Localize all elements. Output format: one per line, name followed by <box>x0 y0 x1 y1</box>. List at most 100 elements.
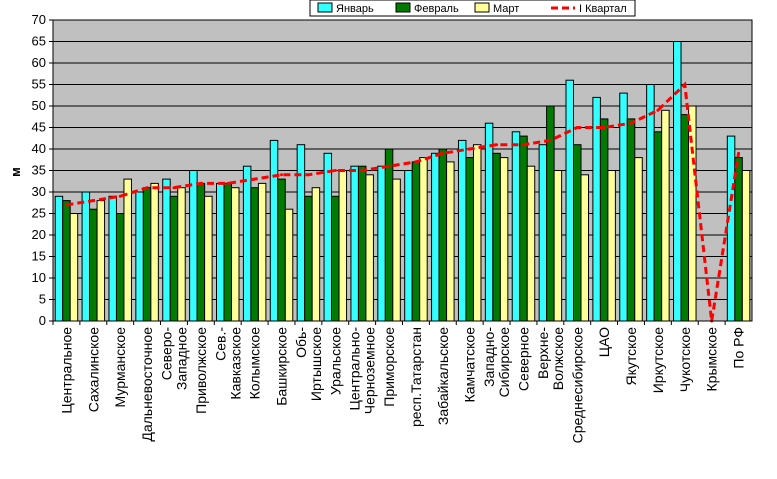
x-category-label: Забайкальское <box>435 327 451 425</box>
bar <box>419 157 428 322</box>
bar <box>511 131 521 322</box>
y-tick-labels: 0 5 10 15 20 25 30 35 40 45 50 55 60 65 70 <box>32 12 53 328</box>
bar <box>89 208 98 322</box>
bar <box>357 165 367 322</box>
bar <box>438 148 448 322</box>
bar <box>519 135 528 322</box>
x-category-label: Колымское <box>247 327 263 400</box>
y-tick-label: 55 <box>32 77 46 92</box>
bar <box>619 92 628 322</box>
x-category-label: Чукотское <box>677 327 693 392</box>
legend-label: Март <box>493 3 519 15</box>
bar <box>377 165 386 322</box>
line-point <box>521 143 525 147</box>
y-tick-label: 5 <box>39 292 46 307</box>
line-series <box>66 81 741 322</box>
bar <box>484 122 494 322</box>
line-point <box>602 126 606 129</box>
y-tick-label: 25 <box>32 206 46 221</box>
x-category-label: Сибирское <box>496 327 512 398</box>
bar <box>384 148 394 322</box>
y-tick-label: 45 <box>32 120 46 135</box>
legend-label: Февраль <box>414 3 459 15</box>
line-point <box>253 177 257 181</box>
x-category-label: По РФ <box>731 327 747 369</box>
y-tick-label: 30 <box>32 184 46 199</box>
x-category-label: Черноземное <box>362 327 378 414</box>
x-category-label: Центрально- <box>347 327 363 411</box>
bar <box>81 191 91 322</box>
x-category-label: Северо- <box>158 327 174 381</box>
x-category-label: Центральное <box>58 327 74 414</box>
bar <box>457 139 467 322</box>
line-point <box>575 126 579 129</box>
bar <box>446 161 455 322</box>
bar <box>169 195 179 322</box>
y-tick-label: 15 <box>32 249 46 264</box>
bar <box>277 178 286 322</box>
bar <box>431 152 440 322</box>
x-category-label: Иркутское <box>650 327 666 393</box>
line-point <box>118 194 122 198</box>
bar <box>592 96 601 322</box>
legend-label: Январь <box>336 3 374 15</box>
bar <box>741 170 751 322</box>
y-tick-label: 40 <box>32 141 46 156</box>
bar <box>250 187 259 322</box>
line-point <box>226 181 230 185</box>
bar <box>526 165 536 322</box>
bar <box>565 79 574 322</box>
x-category-label: Кавказское <box>227 327 243 400</box>
x-category-label: Волжское <box>550 327 566 390</box>
x-category-label: ЦАО <box>596 327 612 357</box>
bar <box>311 187 321 322</box>
line-point <box>629 121 633 125</box>
x-category-labels: Центральное Сахалинское Мурманское Дальнево… <box>58 327 746 444</box>
bar <box>231 187 240 322</box>
line-point <box>548 138 552 142</box>
x-category-label: Верхне- <box>535 327 551 379</box>
y-tick-label: 35 <box>32 163 46 178</box>
bar <box>108 195 117 322</box>
bar <box>499 157 509 322</box>
bar <box>580 174 589 322</box>
bar <box>634 157 643 322</box>
bar <box>54 195 64 322</box>
x-category-label: Приморское <box>381 327 397 407</box>
bar <box>607 170 616 322</box>
bar <box>350 165 359 322</box>
x-category-label: Обь- <box>293 327 309 358</box>
x-category-label: Уральское <box>327 327 343 395</box>
bar <box>338 170 348 322</box>
bar <box>284 208 294 322</box>
line-point <box>414 160 418 164</box>
y-tick-label: 70 <box>32 12 46 27</box>
bar <box>626 118 636 322</box>
bar <box>150 182 159 322</box>
bar <box>734 157 743 322</box>
bar <box>257 182 267 322</box>
x-category-label: Среднесибирское <box>569 327 585 444</box>
bar <box>465 157 474 322</box>
bar <box>599 118 609 322</box>
bar <box>653 131 663 322</box>
bar <box>646 84 655 322</box>
x-category-label: респ.Татарстан <box>408 327 424 427</box>
x-category-label: Мурманское <box>112 327 128 408</box>
line-point <box>172 186 176 190</box>
bar <box>331 195 340 322</box>
legend-swatch <box>317 2 333 13</box>
line-point <box>280 173 284 177</box>
bar <box>323 152 333 322</box>
line-point <box>387 164 391 168</box>
bar <box>296 144 306 322</box>
bar <box>135 191 144 322</box>
bar <box>538 144 548 322</box>
bar <box>216 182 225 322</box>
line-point <box>441 151 445 155</box>
bar <box>162 178 171 322</box>
y-tick-label: 50 <box>32 98 46 113</box>
x-category-label: Западно- <box>481 327 497 387</box>
bar <box>411 161 421 322</box>
y-tick-label: 10 <box>32 270 46 285</box>
